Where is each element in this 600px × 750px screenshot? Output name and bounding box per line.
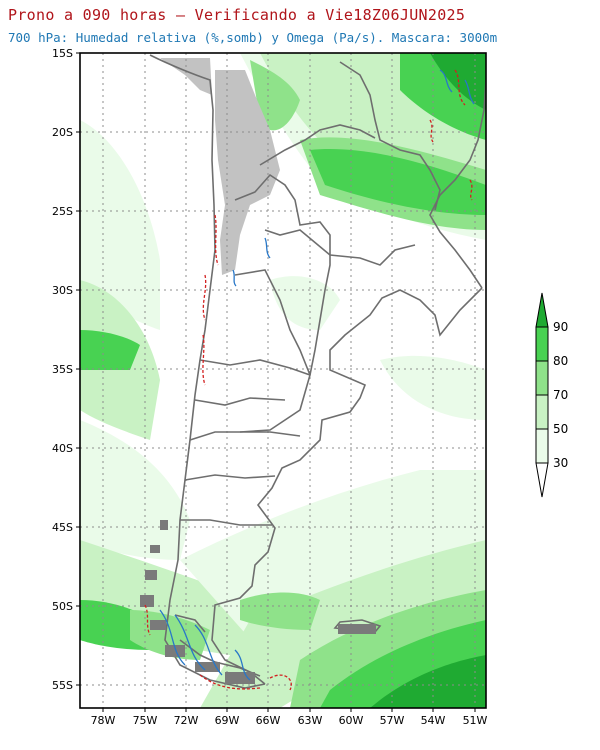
colorbar-segment <box>535 428 549 464</box>
lat-label: 45S <box>52 521 73 534</box>
colorbar-labels: 90 80 70 50 30 <box>553 320 568 470</box>
map-subtitle: 700 hPa: Humedad relativa (%,somb) y Ome… <box>8 30 498 45</box>
patagonia-islands <box>140 520 376 684</box>
colorbar-label: 80 <box>553 354 568 368</box>
lon-label: 63W <box>298 714 323 727</box>
latitude-labels: 15S 20S 25S 30S 35S 40S 45S 50S 55S <box>52 47 73 692</box>
longitude-labels: 78W 75W 72W 69W 66W 63W 60W 57W 54W 51W <box>91 714 488 727</box>
colorbar-bottom-arrow <box>535 462 549 498</box>
lat-label: 25S <box>52 205 73 218</box>
map-frame <box>79 52 487 709</box>
coastlines <box>149 54 486 689</box>
colorbar-label: 30 <box>553 456 568 470</box>
lat-label: 20S <box>52 126 73 139</box>
lon-label: 60W <box>339 714 364 727</box>
lat-label: 35S <box>52 363 73 376</box>
lon-label: 54W <box>421 714 446 727</box>
lat-label: 15S <box>52 47 73 60</box>
map-title: Prono a 090 horas — Verificando a Vie18Z… <box>8 6 466 24</box>
graticule <box>80 53 486 708</box>
colorbar-legend <box>535 292 549 498</box>
colorbar-label: 70 <box>553 388 568 402</box>
humidity-shading <box>80 53 486 708</box>
colorbar-segment <box>535 360 549 396</box>
lon-label: 66W <box>256 714 281 727</box>
axis-ticks <box>76 52 476 712</box>
lon-label: 75W <box>133 714 158 727</box>
lon-label: 51W <box>463 714 488 727</box>
lon-label: 78W <box>91 714 116 727</box>
colorbar-label: 50 <box>553 422 568 436</box>
colorbar-segment <box>535 326 549 362</box>
omega-contours <box>144 69 475 691</box>
lat-label: 30S <box>52 284 73 297</box>
lon-label: 57W <box>380 714 405 727</box>
colorbar-label: 90 <box>553 320 568 334</box>
lon-label: 72W <box>174 714 199 727</box>
lat-label: 50S <box>52 600 73 613</box>
lat-label: 40S <box>52 442 73 455</box>
lat-label: 55S <box>52 679 73 692</box>
colorbar-segment <box>535 394 549 430</box>
lon-label: 69W <box>215 714 240 727</box>
colorbar-top-arrow <box>535 292 549 328</box>
